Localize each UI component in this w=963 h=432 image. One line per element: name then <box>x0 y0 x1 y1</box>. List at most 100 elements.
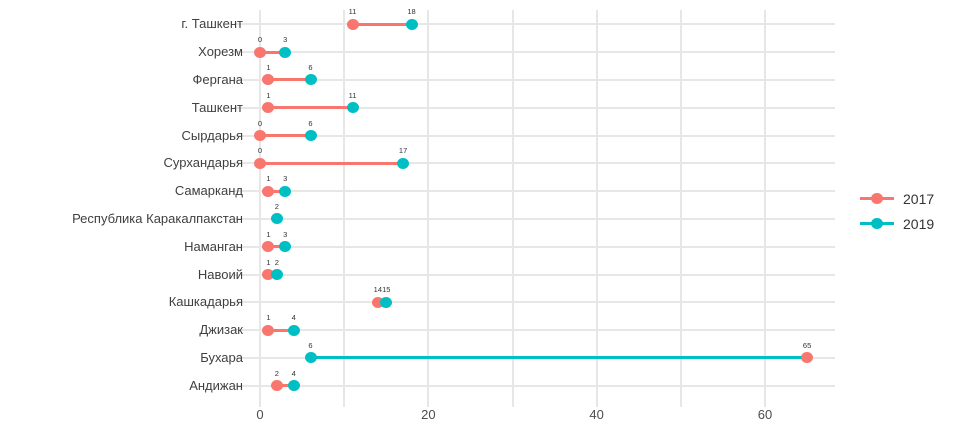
legend-item-label: 2017 <box>903 190 935 207</box>
dot-2019 <box>380 296 393 308</box>
dot-2019 <box>304 130 317 141</box>
x-gridline <box>595 10 598 400</box>
x-tick-mark <box>595 400 598 407</box>
value-label-2019: 4 <box>291 368 296 378</box>
value-label-2019: 2 <box>274 201 279 211</box>
category-label: Сырдарья <box>181 127 243 143</box>
value-label-2019: 6 <box>308 340 313 350</box>
dot-2017 <box>262 324 275 336</box>
dumbbell-segment <box>310 356 808 360</box>
category-gridline <box>234 106 835 109</box>
category-gridline <box>234 134 835 137</box>
category-gridline <box>234 78 835 81</box>
dot-2019 <box>270 213 283 225</box>
x-tick-mark <box>343 400 346 407</box>
dumbbell-segment <box>260 50 286 54</box>
category-gridline <box>234 384 835 387</box>
dot-2019 <box>397 157 410 169</box>
x-gridline <box>427 10 430 400</box>
dumbbell-segment <box>260 134 311 137</box>
category-label: Джизак <box>199 322 243 338</box>
value-label-2019: 18 <box>407 7 416 17</box>
category-label: Наманган <box>184 238 243 254</box>
dot-2017 <box>262 185 275 197</box>
dot-2019 <box>279 46 292 58</box>
value-label-2017: 1 <box>266 90 271 100</box>
value-label-2019: 3 <box>283 174 288 184</box>
legend-dot-icon <box>871 218 883 229</box>
x-gridline <box>764 10 766 400</box>
legend: 2017 2019 <box>860 186 934 236</box>
category-gridline <box>234 245 835 248</box>
category-label: г. Ташкент <box>181 16 243 32</box>
dumbbell-segment <box>268 78 311 82</box>
category-label: Ташкент <box>191 99 243 115</box>
category-gridline <box>234 51 835 54</box>
x-tick-label: 20 <box>421 407 436 422</box>
value-label-2019: 6 <box>308 62 313 72</box>
dumbbell-segment <box>352 22 412 26</box>
value-label-2017: 65 <box>802 340 812 350</box>
x-tick-label: 0 <box>256 407 264 422</box>
value-label-2017: 0 <box>257 118 263 128</box>
category-gridline <box>234 217 835 220</box>
legend-item-label: 2019 <box>903 215 935 232</box>
x-gridline <box>259 10 261 400</box>
category-gridline <box>234 162 835 165</box>
dumbbell-segment <box>268 245 286 249</box>
dumbbell-segment <box>268 106 353 110</box>
dumbbell-segment <box>260 161 404 165</box>
value-label-2019: 17 <box>398 146 408 156</box>
category-gridline <box>234 23 835 26</box>
dot-2017 <box>262 269 275 280</box>
value-label-2017: 0 <box>257 35 263 45</box>
dot-2019 <box>270 269 283 280</box>
x-tick-label: 60 <box>757 407 773 422</box>
x-tick-mark <box>427 400 430 407</box>
dot-2019 <box>304 352 317 364</box>
dot-2017 <box>262 241 275 253</box>
category-label: Бухара <box>200 349 243 365</box>
dot-2017 <box>270 380 283 392</box>
value-label-2017: 1 <box>266 229 271 239</box>
legend-dot-icon <box>871 193 883 204</box>
dot-2019 <box>405 18 418 30</box>
value-label-2019: 3 <box>283 229 288 239</box>
legend-item-2017: 2017 <box>860 186 934 211</box>
x-tick-mark <box>679 400 682 407</box>
dumbbell-segment <box>268 189 286 193</box>
category-gridline <box>234 329 835 332</box>
dot-2017 <box>254 157 266 169</box>
x-gridline <box>343 10 346 400</box>
x-tick-mark <box>511 400 514 407</box>
x-gridline <box>511 10 514 400</box>
dot-2019 <box>279 185 292 197</box>
dot-2019 <box>279 241 292 253</box>
dot-2019 <box>304 74 317 86</box>
dumbbell-segment <box>276 384 294 388</box>
category-gridline <box>234 301 835 304</box>
legend-item-2019: 2019 <box>860 211 934 236</box>
x-tick-mark <box>764 400 766 407</box>
dot-2017 <box>262 102 275 114</box>
dot-2019 <box>346 102 359 114</box>
value-label-2017: 1 <box>266 313 271 323</box>
dot-2019 <box>287 380 300 392</box>
value-label-2019: 3 <box>283 35 288 45</box>
category-label: Республика Каракалпакстан <box>72 210 243 226</box>
dot-2017 <box>254 130 266 141</box>
value-label-2017: 14 <box>373 285 382 295</box>
dot-2017 <box>371 296 384 308</box>
category-gridline <box>234 273 835 276</box>
category-label: Самарканд <box>174 183 243 199</box>
value-label-2019: 2 <box>274 257 279 267</box>
x-gridline <box>679 10 682 400</box>
value-label-2017: 2 <box>274 368 279 378</box>
category-label: Хорезм <box>198 44 243 60</box>
category-label: Андижан <box>189 377 243 393</box>
dot-2019 <box>287 324 300 336</box>
value-label-2017: 1 <box>266 62 271 72</box>
value-label-2017: 1 <box>266 257 271 267</box>
dot-2017 <box>346 18 359 30</box>
x-tick-label: 40 <box>589 407 604 422</box>
